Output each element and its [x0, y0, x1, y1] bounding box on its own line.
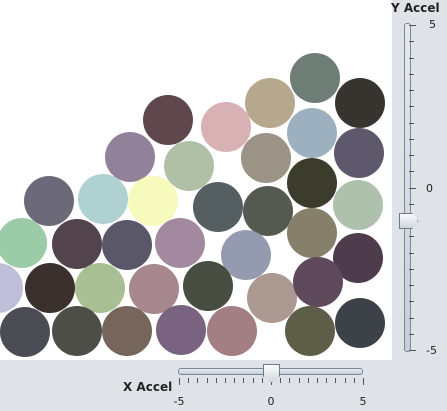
ball: [245, 78, 295, 128]
x-tick: [353, 378, 355, 383]
ball: [75, 263, 125, 313]
ball: [285, 306, 335, 356]
x-tick: [280, 378, 282, 383]
x-tick: [188, 378, 190, 383]
ball: [0, 307, 50, 357]
ball: [241, 133, 291, 183]
ball: [290, 53, 340, 103]
x-tick: [206, 378, 208, 383]
y-tick: [409, 57, 414, 59]
ball: [335, 78, 385, 128]
x-slider-thumb[interactable]: [263, 364, 280, 383]
ball: [287, 108, 337, 158]
x-tick: [344, 378, 346, 383]
y-tick: [409, 285, 414, 286]
x-tick: [298, 378, 300, 383]
ball: [78, 174, 128, 224]
x-tick: [307, 378, 309, 383]
ball: [143, 95, 193, 145]
y-label-mid: 0: [426, 182, 433, 195]
y-tick: [409, 155, 414, 156]
ball: [102, 220, 152, 270]
y-tick: [409, 203, 414, 205]
ball: [52, 306, 102, 356]
y-tick: [409, 252, 414, 254]
y-tick: [409, 122, 414, 124]
x-label-min: -5: [173, 395, 185, 408]
x-tick: [179, 378, 180, 385]
x-tick: [243, 378, 245, 383]
y-tick: [409, 236, 414, 238]
y-label-max: 5: [429, 18, 436, 31]
y-tick: [409, 171, 414, 173]
y-label-min: -5: [426, 344, 437, 357]
ball: [333, 180, 383, 230]
x-tick: [197, 378, 199, 383]
x-tick: [234, 378, 236, 383]
x-tick: [215, 378, 217, 383]
x-tick: [326, 378, 328, 383]
x-tick: [289, 378, 291, 383]
y-tick: [409, 41, 414, 43]
ball: [287, 208, 337, 258]
x-accel-title: X Accel: [123, 380, 173, 394]
ball: [293, 257, 343, 307]
ball: [335, 298, 385, 348]
x-label-max: 5: [359, 395, 367, 408]
x-tick: [261, 378, 263, 383]
x-tick: [252, 378, 254, 383]
ball: [102, 306, 152, 356]
y-slider-thumb[interactable]: [399, 213, 418, 229]
ball: [243, 186, 293, 236]
ball: [128, 176, 178, 226]
y-tick: [409, 333, 414, 335]
x-tick: [225, 378, 226, 383]
y-tick: [409, 106, 414, 108]
ball: [0, 263, 23, 313]
y-accel-title: Y Accel: [391, 1, 440, 15]
y-tick: [409, 90, 414, 91]
ball: [207, 306, 257, 356]
ball: [247, 273, 297, 323]
y-tick: [409, 268, 414, 270]
ball: [129, 264, 179, 314]
ball: [221, 230, 271, 280]
y-tick: [409, 138, 414, 140]
y-tick: [409, 25, 416, 26]
y-tick: [409, 350, 416, 351]
ball: [193, 182, 243, 232]
ball-canvas[interactable]: [0, 0, 392, 360]
y-tick: [409, 187, 416, 189]
ball: [105, 132, 155, 182]
x-tick: [335, 378, 337, 383]
y-tick: [409, 317, 414, 319]
ball: [24, 176, 74, 226]
ball: [52, 219, 102, 269]
ball: [201, 102, 251, 152]
ball: [156, 305, 206, 355]
y-tick: [409, 73, 414, 75]
ball: [334, 128, 384, 178]
ball: [25, 263, 75, 313]
ball: [287, 158, 337, 208]
ball: [164, 141, 214, 191]
y-tick: [409, 301, 414, 303]
ball: [155, 218, 205, 268]
x-tick: [317, 378, 318, 383]
ball: [0, 218, 47, 268]
ball: [183, 261, 233, 311]
x-tick: [363, 378, 364, 385]
x-label-mid: 0: [267, 395, 275, 408]
